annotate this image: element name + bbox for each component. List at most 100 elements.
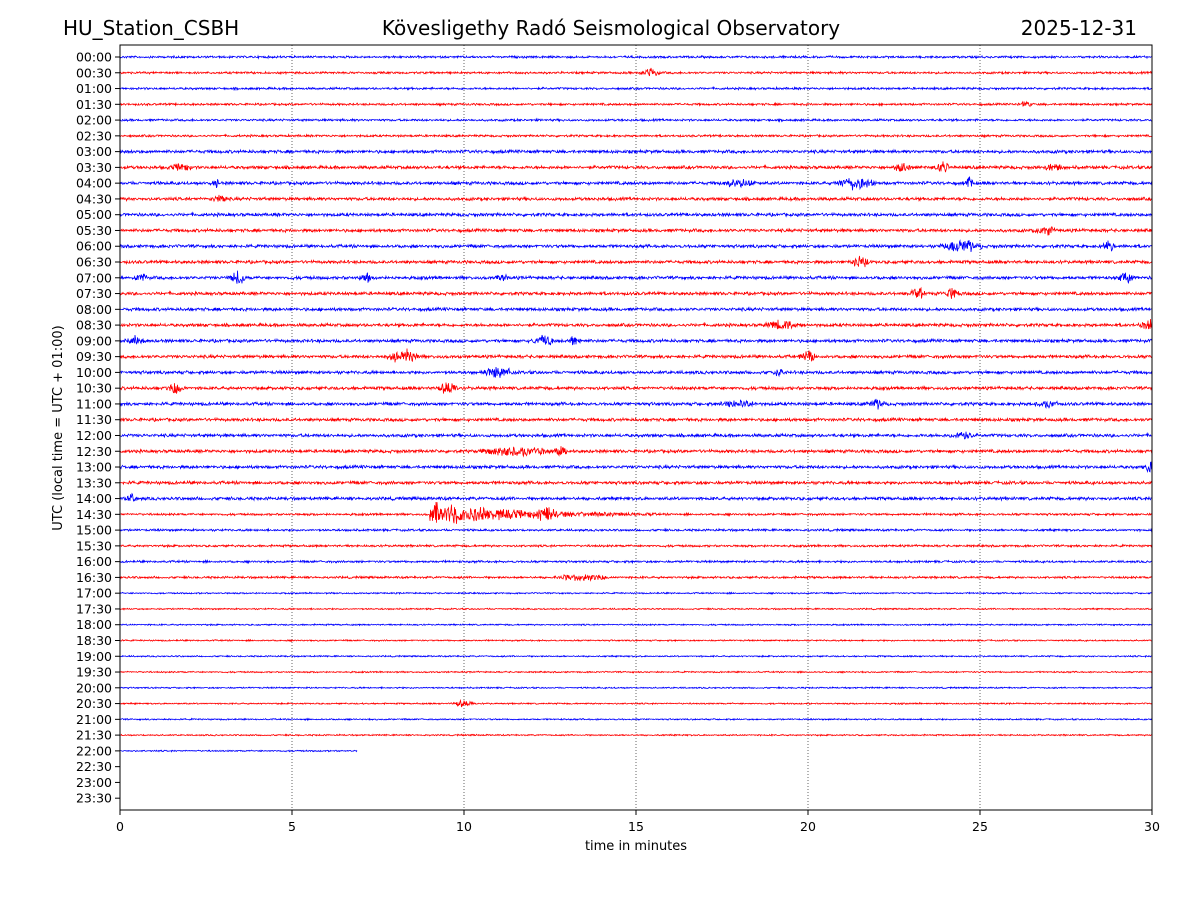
trace-0500 bbox=[119, 211, 1153, 218]
y-tick-label: 04:30 bbox=[76, 191, 112, 206]
y-tick-label: 01:00 bbox=[76, 81, 112, 96]
y-tick-label: 12:00 bbox=[76, 428, 112, 443]
trace-1130 bbox=[119, 416, 1153, 423]
trace-1100 bbox=[119, 398, 1153, 410]
trace-1400 bbox=[119, 492, 1153, 502]
y-tick-label: 08:00 bbox=[76, 302, 112, 317]
y-tick-label: 15:00 bbox=[76, 523, 112, 538]
trace-2200 bbox=[119, 749, 358, 753]
y-tick-label: 15:30 bbox=[76, 538, 112, 553]
y-tick-label: 05:30 bbox=[76, 223, 112, 238]
y-tick-label: 13:30 bbox=[76, 475, 112, 490]
y-tick-label: 22:30 bbox=[76, 759, 112, 774]
trace-1300 bbox=[119, 461, 1153, 474]
y-tick-label: 11:00 bbox=[76, 396, 112, 411]
y-tick-label: 22:00 bbox=[76, 743, 112, 758]
trace-0430 bbox=[119, 194, 1153, 203]
y-tick-label: 11:30 bbox=[76, 412, 112, 427]
y-tick-label: 09:30 bbox=[76, 349, 112, 364]
y-tick-label: 08:30 bbox=[76, 318, 112, 333]
trace-1800 bbox=[119, 622, 1153, 627]
y-tick-label: 23:00 bbox=[76, 775, 112, 790]
y-tick-label: 20:00 bbox=[76, 680, 112, 695]
y-tick-label: 16:00 bbox=[76, 554, 112, 569]
trace-2130 bbox=[119, 733, 1153, 737]
trace-0130 bbox=[119, 100, 1153, 108]
x-tick-label: 20 bbox=[800, 819, 816, 834]
trace-1500 bbox=[119, 527, 1153, 533]
y-tick-label: 03:00 bbox=[76, 144, 112, 159]
trace-1600 bbox=[119, 558, 1153, 565]
trace-0330 bbox=[119, 161, 1153, 173]
y-axis: 00:0000:3001:0001:3002:0002:3003:0003:30… bbox=[76, 50, 120, 806]
x-tick-label: 5 bbox=[288, 819, 296, 834]
trace-1030 bbox=[119, 382, 1153, 394]
trace-0100 bbox=[120, 85, 1153, 92]
trace-2100 bbox=[119, 717, 1152, 722]
y-tick-label: 19:30 bbox=[76, 665, 112, 680]
trace-1730 bbox=[119, 607, 1153, 611]
y-tick-label: 02:00 bbox=[76, 113, 112, 128]
grid-lines bbox=[291, 45, 981, 810]
y-tick-label: 04:00 bbox=[76, 176, 112, 191]
y-tick-label: 03:30 bbox=[76, 160, 112, 175]
x-axis: 0 5 10 15 20 25 30 bbox=[116, 810, 1160, 834]
x-tick-label: 10 bbox=[456, 819, 472, 834]
trace-1930 bbox=[119, 670, 1153, 674]
trace-1830 bbox=[119, 638, 1153, 643]
y-tick-label: 14:30 bbox=[76, 507, 112, 522]
chart-title: Kövesligethy Radó Seismological Observat… bbox=[382, 16, 840, 40]
y-tick-label: 05:00 bbox=[76, 207, 112, 222]
traces bbox=[119, 54, 1153, 753]
y-tick-label: 02:30 bbox=[76, 128, 112, 143]
trace-1900 bbox=[119, 654, 1153, 659]
y-tick-label: 18:00 bbox=[76, 617, 112, 632]
x-tick-label: 15 bbox=[628, 819, 644, 834]
y-tick-label: 01:30 bbox=[76, 97, 112, 112]
y-tick-label: 09:00 bbox=[76, 333, 112, 348]
trace-0000 bbox=[119, 54, 1152, 60]
x-tick-label: 0 bbox=[116, 819, 124, 834]
trace-2000 bbox=[119, 685, 1153, 690]
y-tick-label: 14:00 bbox=[76, 491, 112, 506]
trace-0800 bbox=[119, 306, 1153, 313]
y-tick-label: 10:30 bbox=[76, 381, 112, 396]
y-tick-label: 10:00 bbox=[76, 365, 112, 380]
y-tick-label: 20:30 bbox=[76, 696, 112, 711]
y-tick-label: 06:00 bbox=[76, 239, 112, 254]
y-tick-label: 21:30 bbox=[76, 728, 112, 743]
trace-0600 bbox=[120, 239, 1153, 253]
y-tick-label: 00:00 bbox=[76, 50, 112, 65]
date-title: 2025-12-31 bbox=[1021, 16, 1137, 40]
trace-0630 bbox=[119, 255, 1153, 268]
trace-0200 bbox=[119, 117, 1153, 123]
trace-1430 bbox=[119, 501, 1153, 524]
trace-1330 bbox=[119, 479, 1153, 486]
trace-0700 bbox=[119, 270, 1153, 284]
trace-2030 bbox=[119, 698, 1153, 708]
trace-1630 bbox=[119, 574, 1153, 582]
trace-0530 bbox=[119, 226, 1153, 236]
trace-1530 bbox=[119, 543, 1153, 549]
trace-0030 bbox=[119, 67, 1153, 77]
y-axis-label: UTC (local time = UTC + 01:00) bbox=[51, 325, 66, 530]
x-axis-label: time in minutes bbox=[585, 839, 687, 854]
y-tick-label: 18:30 bbox=[76, 633, 112, 648]
y-tick-label: 00:30 bbox=[76, 65, 112, 80]
y-tick-label: 07:30 bbox=[76, 286, 112, 301]
station-title: HU_Station_CSBH bbox=[63, 16, 239, 40]
trace-1000 bbox=[119, 366, 1153, 379]
trace-0730 bbox=[119, 286, 1153, 299]
y-tick-label: 17:00 bbox=[76, 586, 112, 601]
trace-0830 bbox=[119, 318, 1153, 330]
y-tick-label: 21:00 bbox=[76, 712, 112, 727]
y-tick-label: 13:00 bbox=[76, 460, 112, 475]
y-tick-label: 17:30 bbox=[76, 601, 112, 616]
trace-0400 bbox=[119, 176, 1153, 191]
y-tick-label: 16:30 bbox=[76, 570, 112, 585]
y-tick-label: 12:30 bbox=[76, 444, 112, 459]
x-tick-label: 30 bbox=[1144, 819, 1160, 834]
trace-0900 bbox=[119, 334, 1153, 346]
y-tick-label: 07:00 bbox=[76, 270, 112, 285]
